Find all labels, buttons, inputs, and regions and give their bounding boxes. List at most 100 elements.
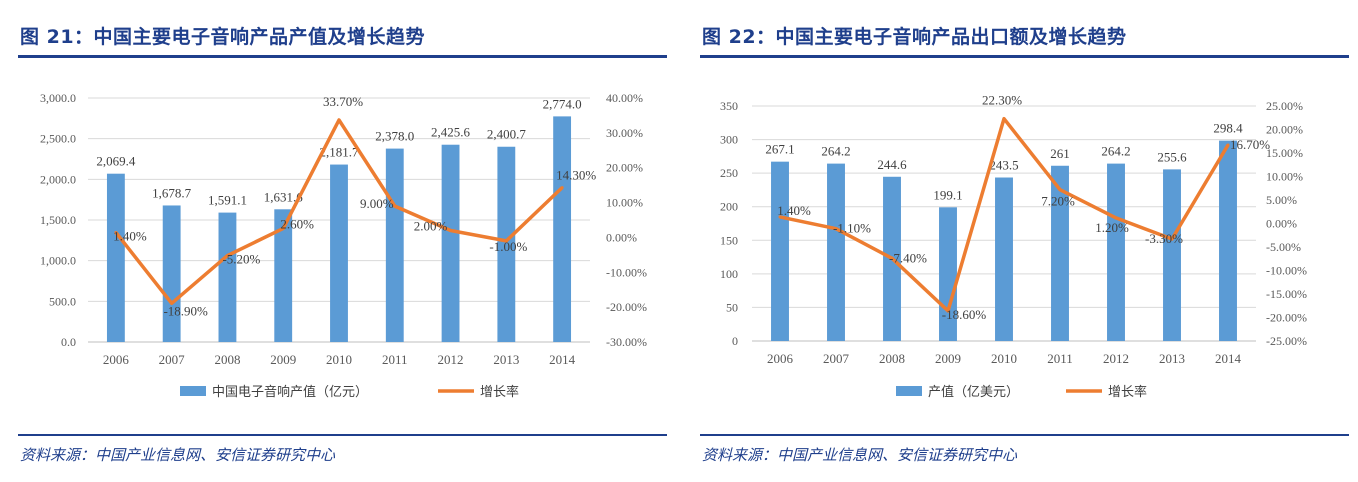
x-tick-label: 2010 [326, 352, 352, 367]
y-right-tick-label: -20.00% [1266, 311, 1307, 325]
bar [274, 209, 293, 342]
y-right-tick-label: -15.00% [1266, 287, 1307, 301]
bar [497, 146, 516, 342]
bar [162, 205, 181, 342]
legend-bar-swatch [180, 386, 206, 396]
y-right-tick-label: 10.00% [606, 196, 643, 210]
growth-point [1058, 188, 1062, 192]
bar-data-label: 2,774.0 [543, 96, 582, 111]
growth-point [393, 204, 397, 208]
x-tick-label: 2008 [214, 352, 240, 367]
x-tick-label: 2014 [549, 352, 576, 367]
x-tick-label: 2012 [1103, 351, 1129, 366]
bar-data-label: 267.1 [765, 142, 794, 157]
y-right-tick-label: 20.00% [1266, 123, 1303, 137]
figure-21-chart-svg: 0.0 500.0 1,000.0 1,500.0 2,000.0 2,500.0 3,00… [40, 91, 647, 399]
y-right-tick-label: 15.00% [1266, 146, 1303, 160]
line-data-label: 7.20% [1041, 194, 1075, 209]
y-right-tick-label: 30.00% [606, 126, 643, 140]
y-left-tick-label: 150 [720, 233, 738, 247]
x-tick-label: 2007 [159, 352, 186, 367]
line-data-label: -18.60% [942, 307, 987, 322]
y-left-tick-label: 200 [720, 200, 738, 214]
line-data-label: 9.00% [360, 196, 394, 211]
bar-data-label: 255.6 [1157, 149, 1187, 164]
bar [106, 173, 125, 342]
figure-21-top-rule [18, 55, 667, 58]
y-right-tick-label: -30.00% [606, 335, 647, 349]
bar-data-label: 244.6 [877, 157, 907, 172]
bar-data-label: 2,181.7 [320, 145, 360, 160]
y-left-tick-label: 0 [732, 334, 738, 348]
figure-22-title: 图 22：中国主要电子音响产品出口额及增长趋势 [702, 26, 1127, 48]
y-left-tick-label: 0.0 [61, 335, 76, 349]
line-data-label: 16.70% [1230, 137, 1270, 152]
growth-point [449, 228, 453, 232]
growth-point [834, 227, 838, 231]
x-tick-label: 2009 [270, 352, 296, 367]
y-left-tick-label: 100 [720, 267, 738, 281]
figure-22-chart-svg: 0 50 100 150 200 250 300 350 -25.00% -20.00% -15.0… [720, 93, 1307, 399]
figure-21-chart: 0.0 500.0 1,000.0 1,500.0 2,000.0 2,500.0 3,00… [18, 66, 667, 422]
y-left-tick-label: 1,500.0 [40, 213, 76, 227]
growth-point [504, 239, 508, 243]
bar [218, 212, 237, 342]
figure-22: 图 22：中国主要电子音响产品出口额及增长趋势 0 50 100 150 200 250 3… [700, 0, 1349, 482]
bar [1163, 169, 1181, 341]
x-tick-label: 2012 [438, 352, 464, 367]
legend-bar-label: 中国电子音响产值（亿元） [212, 384, 368, 399]
bar [827, 163, 845, 341]
line-data-label: -7.40% [889, 250, 927, 265]
bar-data-label: 298.4 [1213, 121, 1243, 136]
x-tick-label: 2013 [493, 352, 519, 367]
x-tick-label: 2011 [1047, 351, 1073, 366]
bar-data-label: 2,069.4 [96, 154, 136, 169]
y-right-tick-label: 0.00% [606, 230, 637, 244]
y-left-tick-label: 2,000.0 [40, 172, 76, 186]
y-right-tick-label: -25.00% [1266, 334, 1307, 348]
y-right-tick-label: -5.00% [1266, 240, 1301, 254]
x-tick-label: 2013 [1159, 351, 1185, 366]
figure-22-source: 资料来源：中国产业信息网、安信证券研究中心 [702, 446, 1018, 464]
y-left-tick-label: 2,500.0 [40, 132, 76, 146]
y-right-tick-label: -20.00% [606, 300, 647, 314]
bar-data-label: 2,400.7 [487, 127, 527, 142]
line-data-label: 1.40% [113, 229, 147, 244]
y-left-tick-label: 1,000.0 [40, 254, 76, 268]
bar-data-label: 261 [1050, 146, 1070, 161]
bar [1051, 165, 1069, 341]
x-tick-label: 2011 [382, 352, 408, 367]
figure-21-bottom-rule [18, 434, 667, 436]
y-left-tick-label: 500.0 [49, 294, 76, 308]
figure-22-bottom-rule [700, 434, 1349, 436]
bar-data-label: 199.1 [933, 187, 962, 202]
bar [771, 161, 789, 341]
y-left-tick-label: 350 [720, 99, 738, 113]
line-data-label: -1.10% [833, 221, 871, 236]
bar [995, 177, 1013, 341]
growth-point [225, 254, 229, 258]
x-tick-label: 2010 [991, 351, 1017, 366]
line-data-label: -5.20% [222, 252, 260, 267]
y-left-tick-label: 50 [726, 300, 738, 314]
y-right-tick-label: 20.00% [606, 161, 643, 175]
bar-data-label: 1,678.7 [152, 185, 192, 200]
bar [1219, 140, 1237, 341]
bar-data-label: 243.5 [989, 158, 1018, 173]
x-tick-label: 2006 [767, 351, 794, 366]
figure-21-title: 图 21：中国主要电子音响产品产值及增长趋势 [20, 26, 426, 48]
line-data-label: 1.20% [1095, 220, 1129, 235]
x-tick-label: 2014 [1215, 351, 1242, 366]
growth-point [778, 215, 782, 219]
y-right-tick-label: -10.00% [1266, 264, 1307, 278]
bar [553, 116, 572, 342]
bar [1107, 163, 1125, 341]
bar-data-label: 264.2 [821, 144, 850, 159]
growth-point [1002, 117, 1006, 121]
bar-data-label: 2,378.0 [375, 129, 414, 144]
growth-point [560, 186, 564, 190]
line-data-label: 33.70% [323, 94, 363, 109]
bar [441, 144, 460, 342]
bar-data-label: 1,591.1 [208, 193, 247, 208]
y-right-tick-label: 25.00% [1266, 99, 1303, 113]
